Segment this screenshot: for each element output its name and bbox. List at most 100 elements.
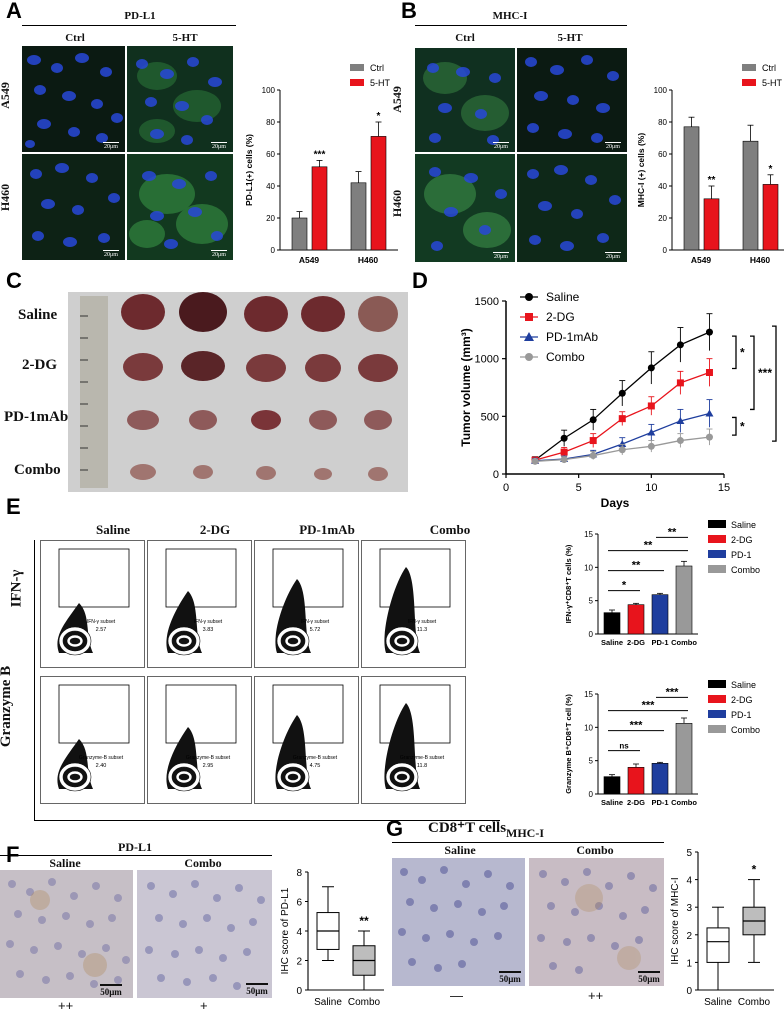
panel-e-ifn-y-tick-label: 0: [589, 630, 594, 639]
panel-b-image-a549-5ht: 20μm: [517, 48, 627, 152]
panel-e-ifn-y-tick-label: 10: [584, 563, 593, 572]
flow-gate-label: IFN-γ subset: [194, 619, 223, 625]
panel-a-y-tick-label: 20: [266, 214, 275, 223]
panel-f-grade-saline: ++: [58, 998, 74, 1013]
tumors-combo: [130, 464, 388, 481]
scale-bar: 50μm: [499, 971, 521, 984]
panel-d-point: [705, 369, 713, 377]
panel-a-title-rule: [22, 25, 236, 26]
panel-c-tumor-photo: [68, 292, 408, 492]
panel-f-y-tick-label: 6: [296, 898, 302, 909]
flow-gate: [272, 684, 344, 744]
panel-e-gzmb-legend-label: 2-DG: [731, 695, 753, 705]
panel-a-legend-label: Ctrl: [370, 63, 384, 73]
panel-e-gzmb-significance-label: ***: [666, 686, 680, 698]
panel-a-bar: [350, 182, 367, 251]
panel-a-col-ctrl: Ctrl: [65, 32, 85, 44]
panel-e-gzmb-bar: [603, 776, 621, 795]
panel-d-x-tick-label: 15: [718, 482, 730, 494]
panel-d-y-tick-label: 1500: [475, 296, 499, 308]
panel-e-gzmb-legend-label: Saline: [731, 680, 756, 690]
flow-plot: IFN-γ subset 2.57: [40, 540, 145, 668]
flow-plot: Granzyme-B subset 2.95: [147, 676, 252, 804]
panel-e-y-arrow: [34, 540, 35, 820]
panel-e-ifn-significance-label: **: [668, 526, 677, 538]
flow-gate-label: Granzyme-B subset: [79, 755, 124, 761]
panel-d-y-label: Tumor volume (mm³): [459, 328, 473, 446]
panel-d-bracket-1-label: *: [740, 345, 745, 359]
panel-e-col-2dg: 2-DG: [199, 522, 231, 537]
panel-e-col-combo: Combo: [429, 522, 471, 537]
panel-d-x-tick-label: 5: [576, 482, 582, 494]
scale-bar-label: 20μm: [606, 144, 620, 150]
panel-d-point: [705, 433, 713, 441]
scale-bar-label: 20μm: [104, 144, 118, 150]
panel-b-x-tick-label: A549: [691, 255, 712, 265]
panel-e-gzmb-significance-label: ns: [619, 742, 629, 751]
panel-a-image-a549-ctrl: 20μm: [22, 46, 125, 152]
panel-a-y-tick-label: 0: [271, 246, 276, 255]
scale-bar: 20μm: [493, 252, 509, 260]
panel-e-ifn-bar: [603, 612, 621, 635]
scale-bar-label: 20μm: [104, 252, 118, 258]
scale-bar: 50μm: [638, 971, 660, 984]
panel-a-significance: *: [377, 111, 381, 122]
panel-b-legend-swatch: [742, 79, 756, 86]
flow-plot: Granzyme-B subset 2.40: [40, 676, 145, 804]
panel-g-col-saline: Saline: [444, 843, 476, 857]
panel-b-title-rule: [415, 25, 627, 26]
panel-d-point: [676, 416, 685, 424]
flow-gate: [58, 548, 130, 608]
panel-b-image-a549-ctrl: 20μm: [415, 48, 515, 152]
panel-label-e: E: [6, 494, 21, 519]
scale-bar-label: 50μm: [499, 974, 521, 984]
panel-d-bracket-4: [772, 325, 777, 442]
panel-d-legend-label: PD-1mAb: [546, 330, 598, 344]
panel-f-title-rule: [0, 855, 272, 856]
panel-f-y-tick-label: 8: [296, 868, 302, 879]
panel-e-ifn-significance-label: **: [632, 560, 641, 572]
panel-label-g: G: [386, 816, 404, 841]
panel-a-significance: ***: [314, 149, 326, 160]
panel-g-y-tick-label: 4: [686, 876, 692, 887]
scale-bar-label: 20μm: [212, 144, 226, 150]
panel-e-ifn-significance-label: **: [644, 540, 653, 552]
scale-bar: 20μm: [211, 142, 227, 150]
panel-b-row-h460: H460: [390, 189, 405, 218]
panel-f-x-tick-label: Saline: [314, 997, 342, 1008]
panel-e-gzmb-legend-swatch: [708, 680, 726, 688]
panel-label-d: D: [412, 268, 428, 293]
panel-a-row-h460: H460: [0, 183, 13, 212]
panel-d-point: [676, 379, 684, 387]
panel-d-point: [618, 440, 627, 448]
panel-e-ifn-x-tick-label: Saline: [601, 638, 623, 647]
flow-gate-value: 5.72: [310, 627, 321, 633]
panel-d-point: [618, 415, 626, 423]
flow-density-contour: [178, 773, 190, 781]
panel-g-title: MHC-I: [506, 826, 544, 840]
panel-e-gzmb-y-tick-label: 0: [589, 790, 594, 799]
panel-e-gzmb-y-tick-label: 15: [584, 690, 593, 699]
flow-gate-value: 2.40: [96, 763, 107, 769]
panel-e-gzmb-legend-swatch: [708, 710, 726, 718]
scale-bar-label: 20μm: [212, 252, 226, 258]
panel-g-y-tick-label: 0: [686, 986, 692, 997]
panel-d-point: [618, 389, 626, 397]
panel-d-point: [560, 456, 568, 464]
tumors-pd1mab: [127, 410, 392, 430]
panel-g-title-rule: [392, 842, 664, 843]
panel-label-c: C: [6, 268, 22, 293]
panel-b-title: MHC-I: [492, 10, 528, 22]
panel-c-row-combo: Combo: [14, 462, 61, 478]
panel-c-row-saline: Saline: [18, 307, 58, 323]
panel-d-point: [560, 434, 568, 442]
scale-bar: 20μm: [605, 142, 621, 150]
panel-e-ifn-x-tick-label: PD-1: [651, 638, 668, 647]
panel-d-legend-label: Saline: [546, 290, 580, 304]
panel-g-ihc-combo: 50μm: [529, 858, 664, 986]
flow-gate: [272, 548, 344, 608]
panel-g-col-combo: Combo: [576, 843, 614, 857]
panel-d-point: [560, 448, 568, 456]
panel-e-ifn-bar-chart: 0 5 10 15 IFN-γ⁺CD8⁺T cells (%) Saline 2-DG PD-…: [564, 520, 760, 647]
panel-e-gzmb-legend-label: PD-1: [731, 710, 752, 720]
